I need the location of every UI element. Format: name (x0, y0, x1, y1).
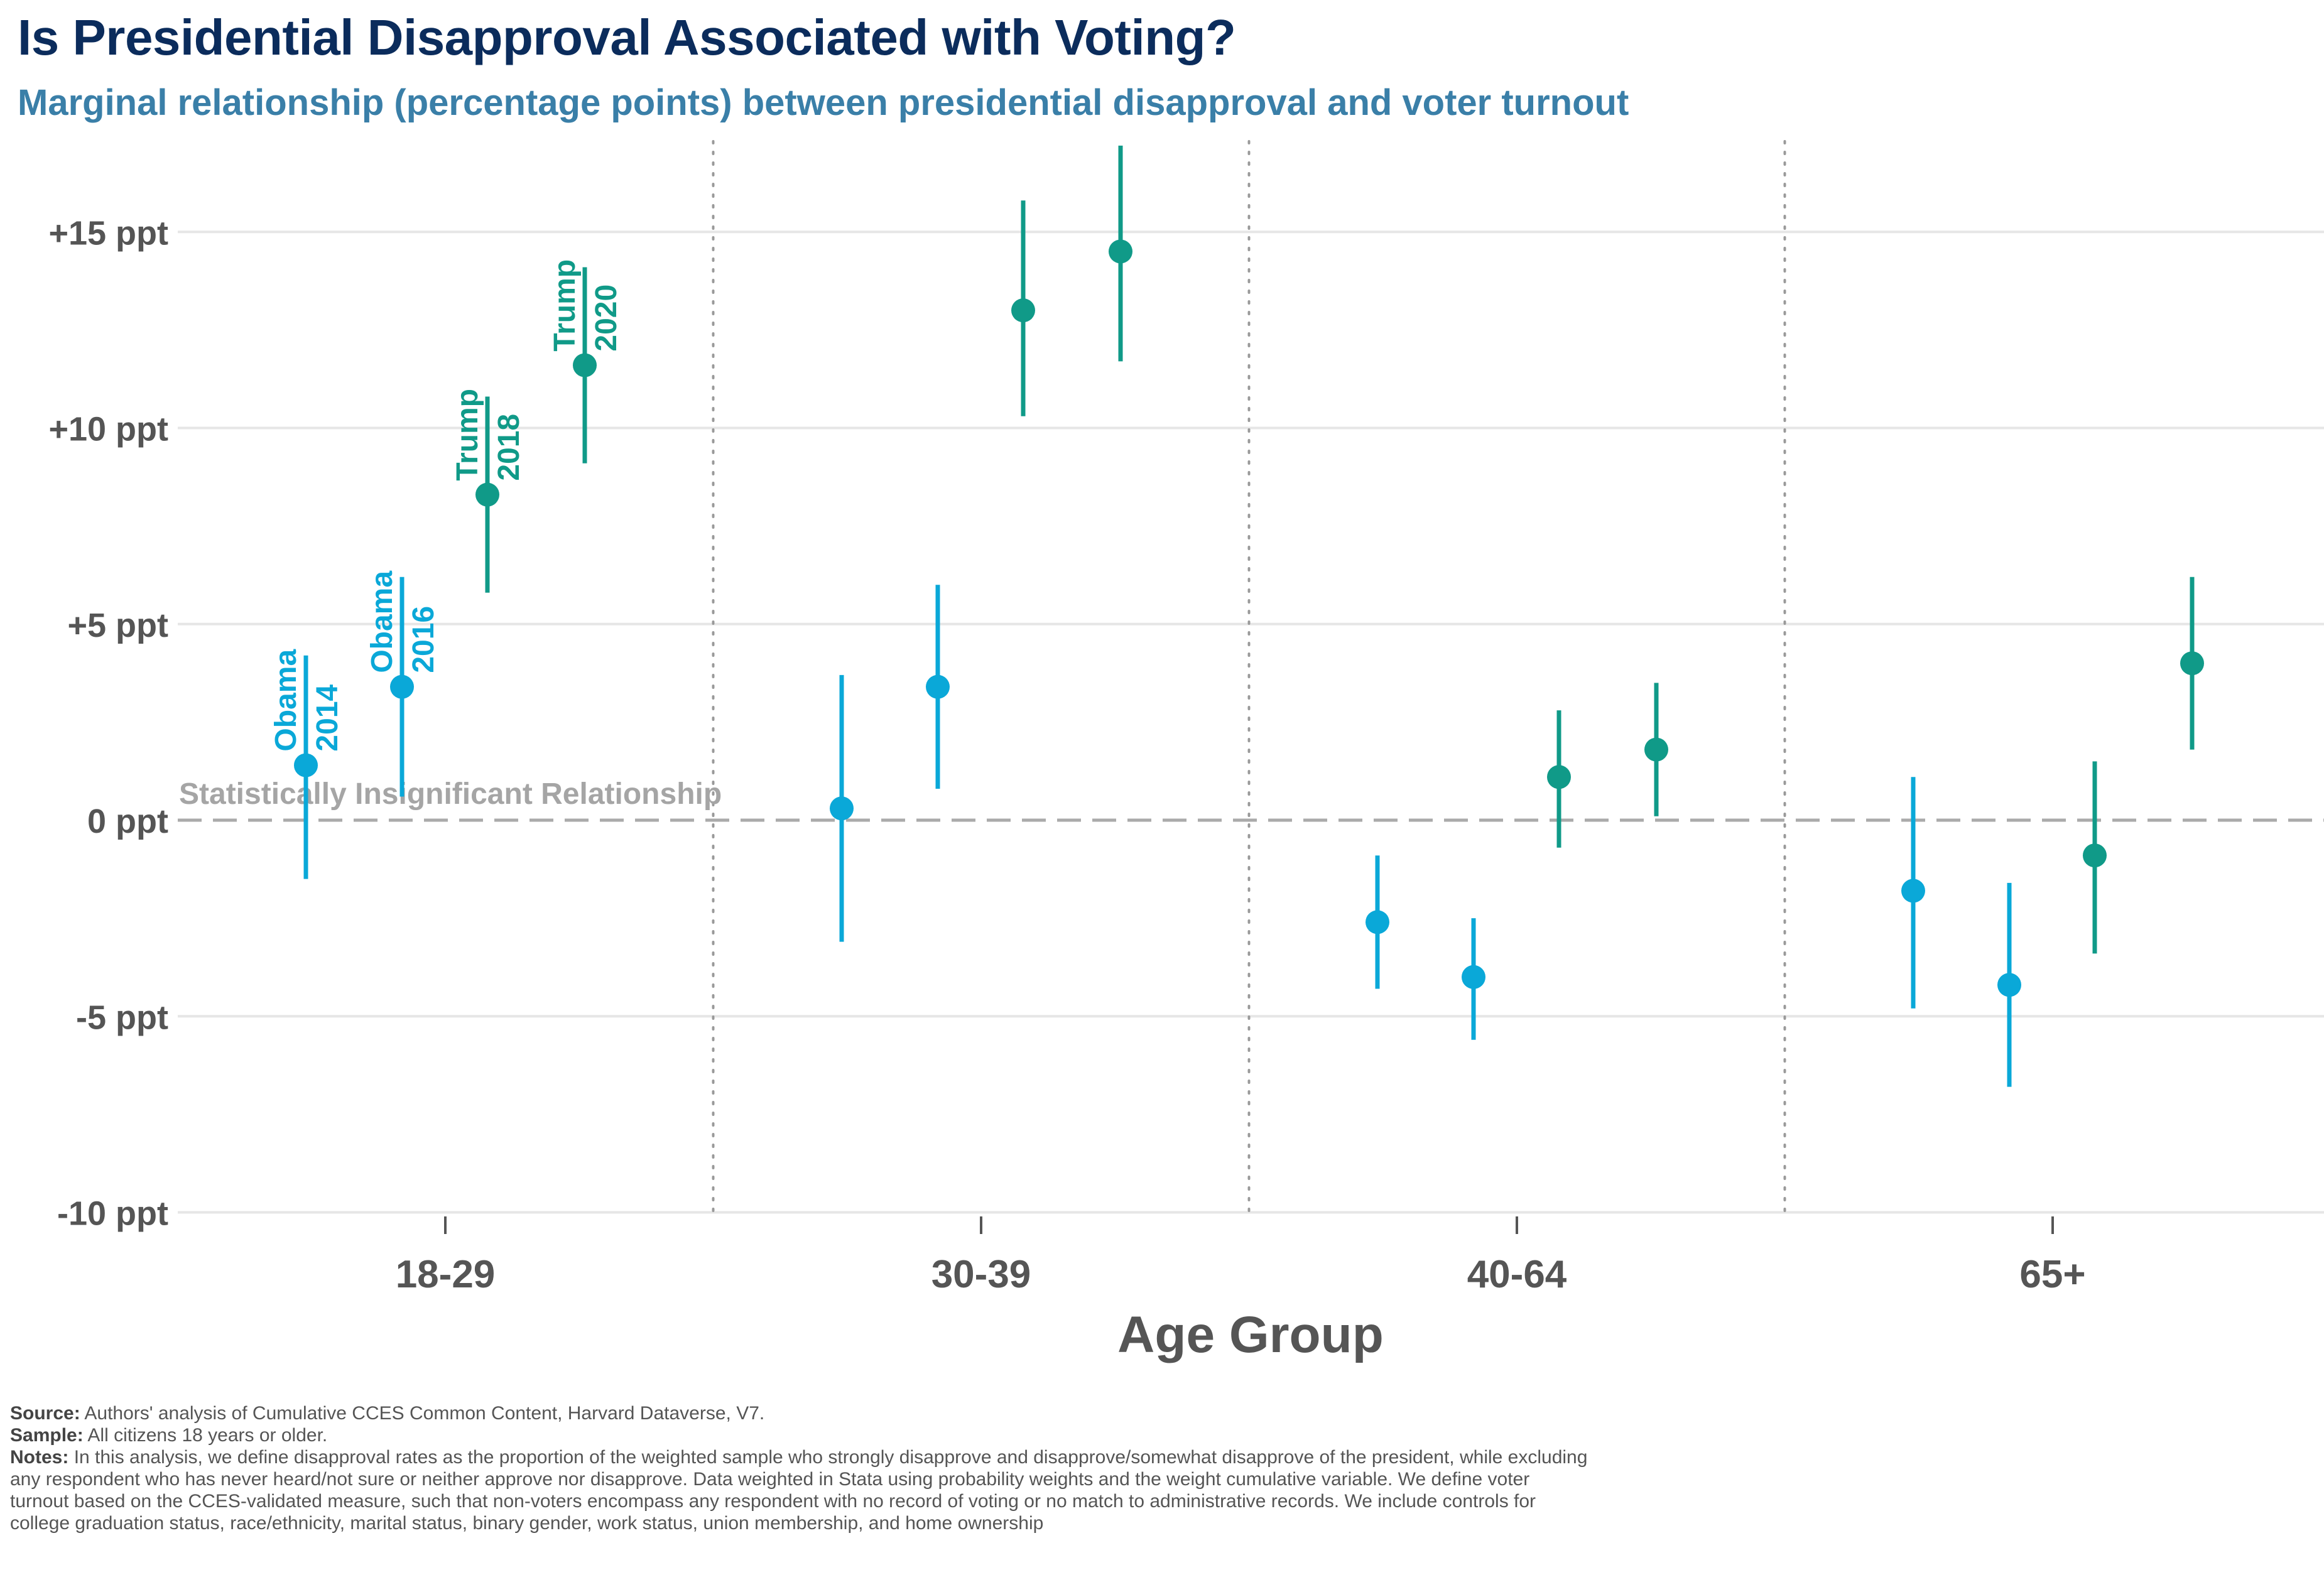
grid-layer (178, 230, 2324, 1214)
sample-note: Sample: All citizens 18 years or older. (10, 1424, 1593, 1446)
data-point (1901, 879, 1925, 903)
marks-layer (294, 145, 2204, 1087)
source-label: Source: (10, 1403, 80, 1424)
y-tick-label: +5 ppt (67, 607, 168, 644)
data-point (830, 796, 854, 821)
data-point (390, 674, 414, 699)
annotation-year: 2018 (492, 414, 526, 481)
x-tick-label: 65+ (2019, 1253, 2085, 1296)
sample-text: All citizens 18 years or older. (87, 1425, 328, 1446)
x-axis-title: Age Group (1117, 1306, 1384, 1363)
series-annotation: Obama 2016 (366, 571, 440, 673)
annotation-president: Trump (451, 389, 484, 481)
axis-layer: +15 ppt +10 ppt +5 ppt 0 ppt -5 ppt -10 ppt 18… (48, 214, 2085, 1363)
x-tick-label: 30-39 (931, 1253, 1031, 1296)
reference-layer: Statistically Insignificant Relationship (178, 777, 2324, 822)
y-tick-label: -5 ppt (76, 999, 168, 1036)
annotation-president: Obama (269, 649, 303, 752)
data-point (475, 482, 499, 507)
data-point (1109, 239, 1132, 264)
y-tick-label: +15 ppt (48, 214, 168, 252)
chart-title: Is Presidential Disapproval Associated w… (18, 9, 1236, 65)
data-point (1462, 965, 1485, 989)
series-annotation: Obama 2014 (269, 649, 344, 752)
chart-subtitle: Marginal relationship (percentage points… (18, 82, 1629, 123)
source-note: Source: Authors' analysis of Cumulative … (10, 1402, 1593, 1424)
data-point (2083, 843, 2107, 868)
x-tick-label: 18-29 (396, 1253, 496, 1296)
y-tick-label: -10 ppt (57, 1195, 168, 1233)
chart-plot: Statistically Insignificant Relationship… (48, 140, 2324, 1363)
data-point (1547, 765, 1571, 789)
data-point (1366, 910, 1389, 934)
annotation-year: 2014 (311, 684, 344, 751)
data-point (926, 674, 950, 699)
notes-label: Notes: (10, 1447, 69, 1468)
data-point (1644, 737, 1668, 762)
data-point (1011, 298, 1035, 323)
footnotes: Source: Authors' analysis of Cumulative … (10, 1402, 1593, 1534)
annotation-year: 2016 (407, 606, 440, 673)
series-annotation: Trump 2018 (451, 389, 526, 481)
data-point (2180, 651, 2204, 676)
annotation-president: Obama (366, 571, 399, 673)
annotation-year: 2020 (590, 284, 623, 352)
x-tick-label: 40-64 (1467, 1253, 1567, 1296)
reference-line-label: Statistically Insignificant Relationship (179, 777, 722, 811)
sample-label: Sample: (10, 1425, 84, 1446)
annotation-president: Trump (548, 259, 582, 352)
data-point (294, 753, 318, 777)
y-tick-label: 0 ppt (87, 803, 168, 840)
series-annotation: Trump 2020 (548, 259, 623, 352)
y-tick-label: +10 ppt (48, 411, 168, 448)
data-point (573, 353, 597, 377)
group-separators (712, 140, 1786, 1215)
data-point (1997, 973, 2021, 997)
source-text: Authors' analysis of Cumulative CCES Com… (84, 1403, 765, 1424)
notes-text: In this analysis, we define disapproval … (10, 1447, 1588, 1534)
notes-note: Notes: In this analysis, we define disap… (10, 1446, 1593, 1534)
